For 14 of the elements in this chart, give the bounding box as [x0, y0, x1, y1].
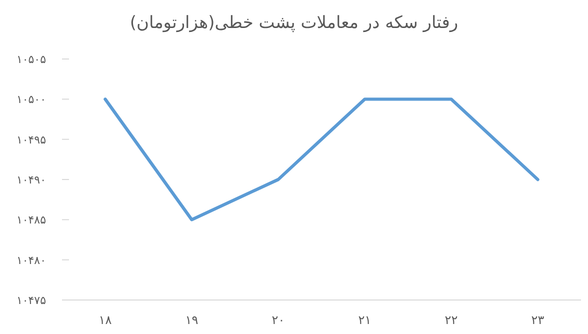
x-tick-label: ۲۲: [444, 313, 458, 327]
y-tick-label: ۱۰۵۰۰: [16, 93, 46, 106]
chart-title: رفتار سکه در معاملات پشت خطی(هزارتومان): [130, 13, 458, 33]
y-tick-label: ۱۰۴۹۵: [16, 133, 46, 146]
x-tick-label: ۲۰: [272, 313, 285, 327]
y-tick-label: ۱۰۴۸۵: [16, 214, 46, 227]
y-tick-label: ۱۰۴۹۰: [16, 174, 46, 186]
x-tick-label: ۲۳: [531, 313, 545, 327]
y-tick-label: ۱۰۴۷۵: [16, 294, 46, 307]
y-tick-label: ۱۰۵۰۵: [16, 53, 46, 66]
x-tick-label: ۲۱: [358, 313, 372, 327]
y-tick-label: ۱۰۴۸۰: [16, 254, 46, 267]
x-tick-label: ۱۹: [185, 313, 198, 327]
x-tick-label: ۱۸: [98, 313, 112, 327]
